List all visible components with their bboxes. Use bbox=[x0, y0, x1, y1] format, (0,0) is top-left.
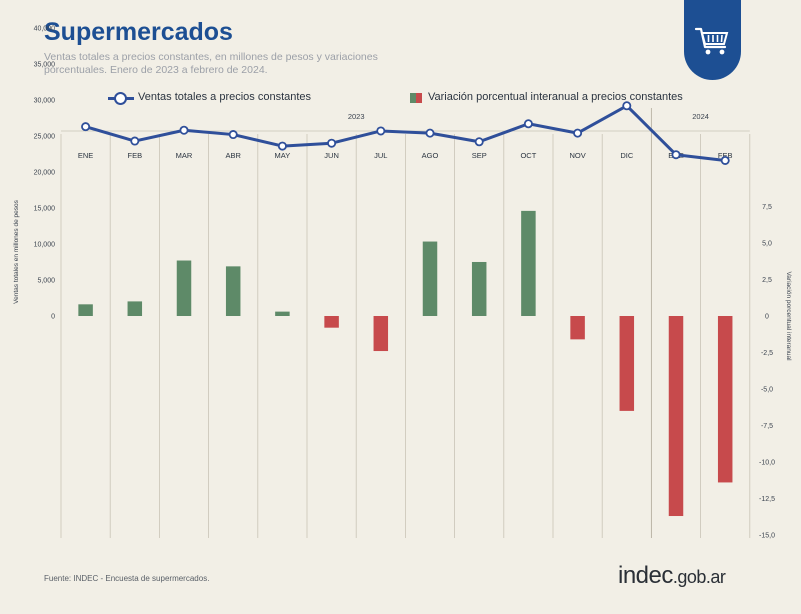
month-label: SEP bbox=[472, 151, 487, 160]
source-note: Fuente: INDEC - Encuesta de supermercado… bbox=[44, 574, 210, 583]
brand-main: indec bbox=[618, 562, 673, 589]
line-point bbox=[277, 141, 287, 151]
left-tick-label: 25,000 bbox=[34, 134, 56, 141]
shopping-cart-icon bbox=[694, 27, 729, 55]
month-label: MAR bbox=[176, 151, 193, 160]
left-axis-title: Ventas totales en millones de pesos bbox=[13, 199, 20, 303]
left-tick-label: 5,000 bbox=[37, 278, 55, 285]
month-label: DIC bbox=[620, 151, 634, 160]
bar bbox=[78, 304, 93, 316]
brand-suffix: .gob.ar bbox=[672, 567, 726, 587]
right-tick-label: -5,0 bbox=[761, 387, 773, 394]
month-label: FEB bbox=[718, 151, 733, 160]
month-label: MAY bbox=[275, 151, 291, 160]
line-point bbox=[376, 126, 386, 136]
right-tick-label: 2,5 bbox=[762, 277, 772, 284]
line-point bbox=[671, 150, 681, 160]
left-tick-label: 10,000 bbox=[34, 242, 56, 249]
page-subtitle: Ventas totales a precios constantes, en … bbox=[44, 51, 464, 77]
right-tick-label: 7,5 bbox=[762, 204, 772, 211]
page-title: Supermercados bbox=[44, 18, 233, 46]
line-point bbox=[474, 137, 484, 147]
bar bbox=[275, 311, 290, 316]
legend-positive-swatch bbox=[410, 93, 416, 103]
bar bbox=[324, 316, 339, 328]
legend-marker-swatch bbox=[114, 92, 127, 105]
bar bbox=[471, 261, 487, 316]
left-tick-label: 15,000 bbox=[34, 206, 56, 213]
right-tick-label: -12,5 bbox=[759, 496, 775, 503]
category-badge bbox=[684, 0, 741, 80]
bar bbox=[570, 316, 585, 340]
bar bbox=[127, 301, 143, 316]
bar bbox=[373, 316, 389, 352]
bar bbox=[717, 316, 733, 483]
left-tick-label: 0 bbox=[51, 314, 55, 321]
line-point bbox=[720, 155, 730, 165]
right-tick-label: -7,5 bbox=[761, 423, 773, 430]
subtitle-line-1: Ventas totales a precios constantes, en … bbox=[44, 51, 378, 63]
right-axis-title: Variación porcentual interanual bbox=[785, 271, 792, 361]
legend-negative-swatch bbox=[416, 93, 422, 103]
month-label: FEB bbox=[128, 151, 143, 160]
chart-legend: Ventas totales a precios constantes Vari… bbox=[0, 91, 801, 105]
left-tick-label: 40,000 bbox=[34, 26, 56, 33]
legend-line-label: Ventas totales a precios constantes bbox=[138, 91, 312, 103]
sales-line bbox=[85, 104, 726, 162]
month-label: JUN bbox=[324, 151, 339, 160]
line-point bbox=[228, 130, 238, 140]
right-tick-label: -15,0 bbox=[759, 533, 775, 540]
month-label: JUL bbox=[374, 151, 387, 160]
month-label: ABR bbox=[225, 151, 241, 160]
line-point bbox=[425, 128, 435, 138]
month-label: OCT bbox=[520, 151, 536, 160]
bar bbox=[176, 260, 192, 316]
line-point bbox=[523, 119, 533, 129]
bar bbox=[619, 316, 635, 411]
month-label: AGO bbox=[422, 151, 439, 160]
line-point bbox=[130, 136, 140, 146]
year-label: 2023 bbox=[348, 112, 365, 121]
bar bbox=[521, 210, 536, 316]
bar bbox=[668, 316, 684, 517]
bar bbox=[422, 241, 438, 316]
right-tick-label: 0 bbox=[765, 314, 769, 321]
line-point bbox=[179, 125, 189, 135]
legend-bar-label: Variación porcentual interanual a precio… bbox=[428, 91, 683, 103]
subtitle-line-2: porcentuales. Enero de 2023 a febrero de… bbox=[44, 64, 268, 76]
line-point bbox=[327, 138, 337, 148]
right-tick-label: -2,5 bbox=[761, 350, 773, 357]
left-tick-label: 35,000 bbox=[34, 62, 56, 69]
brand-logo: indec.gob.ar bbox=[618, 562, 726, 590]
left-tick-label: 20,000 bbox=[34, 170, 56, 177]
line-point bbox=[573, 128, 583, 138]
year-label: 2024 bbox=[692, 112, 709, 121]
month-label: ENE bbox=[78, 151, 93, 160]
line-point bbox=[81, 122, 91, 132]
line-point bbox=[622, 101, 632, 111]
right-tick-label: 5,0 bbox=[762, 241, 772, 248]
bar bbox=[225, 266, 241, 316]
month-label: NOV bbox=[569, 151, 585, 160]
right-tick-label: -10,0 bbox=[759, 460, 775, 467]
left-tick-label: 30,000 bbox=[34, 98, 56, 105]
